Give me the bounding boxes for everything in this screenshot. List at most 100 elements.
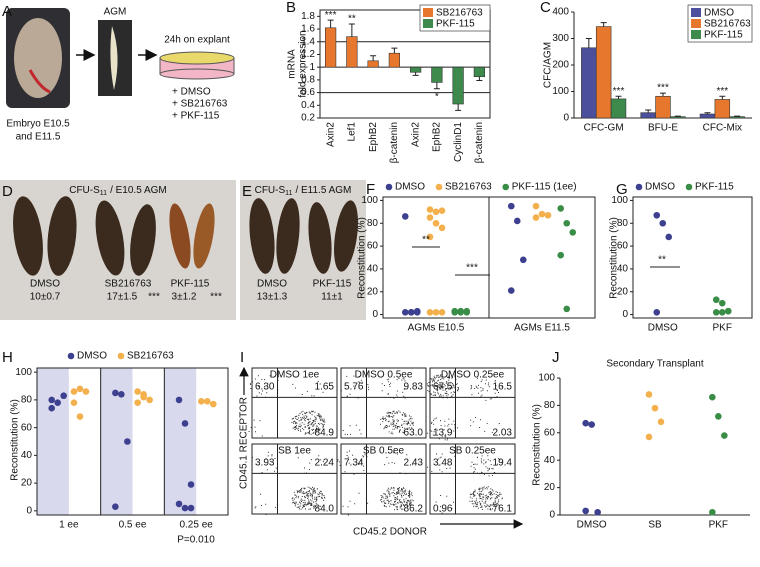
dot xyxy=(426,308,434,316)
error-bar xyxy=(412,72,419,76)
dot xyxy=(60,392,67,400)
dot xyxy=(432,308,440,316)
y-tick-label: 80 xyxy=(21,395,33,406)
dot xyxy=(134,399,141,406)
frame xyxy=(36,367,229,516)
y-axis-label: mRNA xyxy=(287,49,298,79)
dot xyxy=(70,399,78,406)
group-name: PKF-115 xyxy=(313,279,352,290)
legend-label: SB216763 xyxy=(704,19,751,30)
dot xyxy=(709,508,716,516)
dot xyxy=(718,299,726,307)
dot xyxy=(438,224,446,232)
error-bar xyxy=(645,109,652,113)
error-bar xyxy=(734,115,741,117)
y-tick-label: 20 xyxy=(544,482,556,493)
spleen xyxy=(13,196,43,276)
dot xyxy=(659,219,667,227)
dot xyxy=(538,210,546,218)
frame xyxy=(319,9,491,119)
dish-base xyxy=(159,68,235,80)
quadrant-value: 7.34 xyxy=(344,458,364,469)
y-tick-label: 0.4 xyxy=(301,100,315,111)
frame xyxy=(382,196,596,319)
dot xyxy=(134,388,141,395)
dot xyxy=(438,207,446,214)
dot xyxy=(407,308,415,316)
significance: ** xyxy=(348,14,356,25)
y-tick-label: 20 xyxy=(367,286,379,297)
dot xyxy=(665,233,673,241)
bar xyxy=(452,66,464,105)
dot xyxy=(401,213,409,220)
error-bar xyxy=(660,92,666,97)
dot xyxy=(507,287,515,294)
y-axis-label: Reconstitution (%) xyxy=(532,404,543,486)
y-tick-label: 0.8 xyxy=(301,75,315,86)
legend-swatch xyxy=(423,19,433,28)
spleen xyxy=(95,200,125,276)
dot xyxy=(569,229,577,236)
quadrant-value: 2.24 xyxy=(315,458,335,469)
x-tick-label: BFU-E xyxy=(648,123,678,134)
y-tick-label: 100 xyxy=(361,195,378,206)
legend-label: SB216763 xyxy=(445,182,492,193)
group-count: 17±1.5 xyxy=(107,292,138,303)
treatment: + PKF-115 xyxy=(172,111,220,122)
y-tick-label: 200 xyxy=(552,60,569,71)
x-tick-label: β-catenin xyxy=(389,122,400,163)
legend-label: DMSO xyxy=(77,351,107,362)
dot xyxy=(657,418,665,426)
dot xyxy=(187,504,195,512)
legend-swatch xyxy=(423,8,433,17)
chart: 0 20 40 60 80 100 Reconstitution (%) Secondary … xyxy=(532,359,750,531)
title-part: 11 xyxy=(100,190,107,197)
y-tick-label: 0 xyxy=(563,113,569,124)
treatment: + DMSO xyxy=(172,87,211,98)
significance: *** xyxy=(716,86,728,97)
y-tick-label: 60 xyxy=(544,427,556,438)
y-tick-label: 1.8 xyxy=(301,11,315,22)
bar xyxy=(610,98,627,119)
error-bar xyxy=(433,82,440,90)
legend-swatch xyxy=(117,352,125,360)
legend-swatch xyxy=(385,183,393,191)
y-tick-label: 40 xyxy=(21,450,33,461)
bar xyxy=(640,112,656,119)
quadrant-value: 0.96 xyxy=(433,504,453,515)
dot xyxy=(181,504,189,512)
shade xyxy=(37,368,69,515)
embryo-label: Embryo E10.5 xyxy=(6,119,70,130)
error-bar xyxy=(704,112,711,115)
annotation: ** xyxy=(658,255,666,266)
panel-label: B xyxy=(286,0,296,16)
dot xyxy=(718,308,726,316)
spleen xyxy=(249,198,275,274)
shade xyxy=(164,368,197,515)
y-tick-label: 100 xyxy=(552,86,569,97)
dot xyxy=(438,308,446,316)
group-name: SB216763 xyxy=(105,279,152,290)
plot-title: DMSO 0.25ee xyxy=(441,370,505,381)
quadrant-value: 86.2 xyxy=(404,504,424,515)
legend-swatch xyxy=(691,19,701,28)
y-tick-label: 20 xyxy=(617,286,629,297)
y-tick-label: 100 xyxy=(611,195,628,206)
quadrant-value: 2.03 xyxy=(493,428,513,439)
dot xyxy=(175,396,183,404)
dot xyxy=(146,396,153,404)
bar xyxy=(655,95,671,119)
legend-label: DMSO xyxy=(645,182,675,193)
y-tick-label: 20 xyxy=(21,478,33,489)
dot xyxy=(204,397,211,405)
dot xyxy=(76,385,84,393)
frame xyxy=(632,196,753,319)
chart: 0.2 0.4 0.60.8 1 1.2 1.41.6 1.8 mRNA fold expres… xyxy=(287,4,491,163)
dot xyxy=(513,217,521,225)
panel-label: J xyxy=(552,349,560,366)
error-bar xyxy=(585,38,592,48)
y-axis-label: Reconstitution (%) xyxy=(609,217,620,299)
x-tick-label: 0.25 ee xyxy=(179,520,213,531)
dot xyxy=(112,389,119,397)
quadrant-value: 84.0 xyxy=(315,504,335,515)
